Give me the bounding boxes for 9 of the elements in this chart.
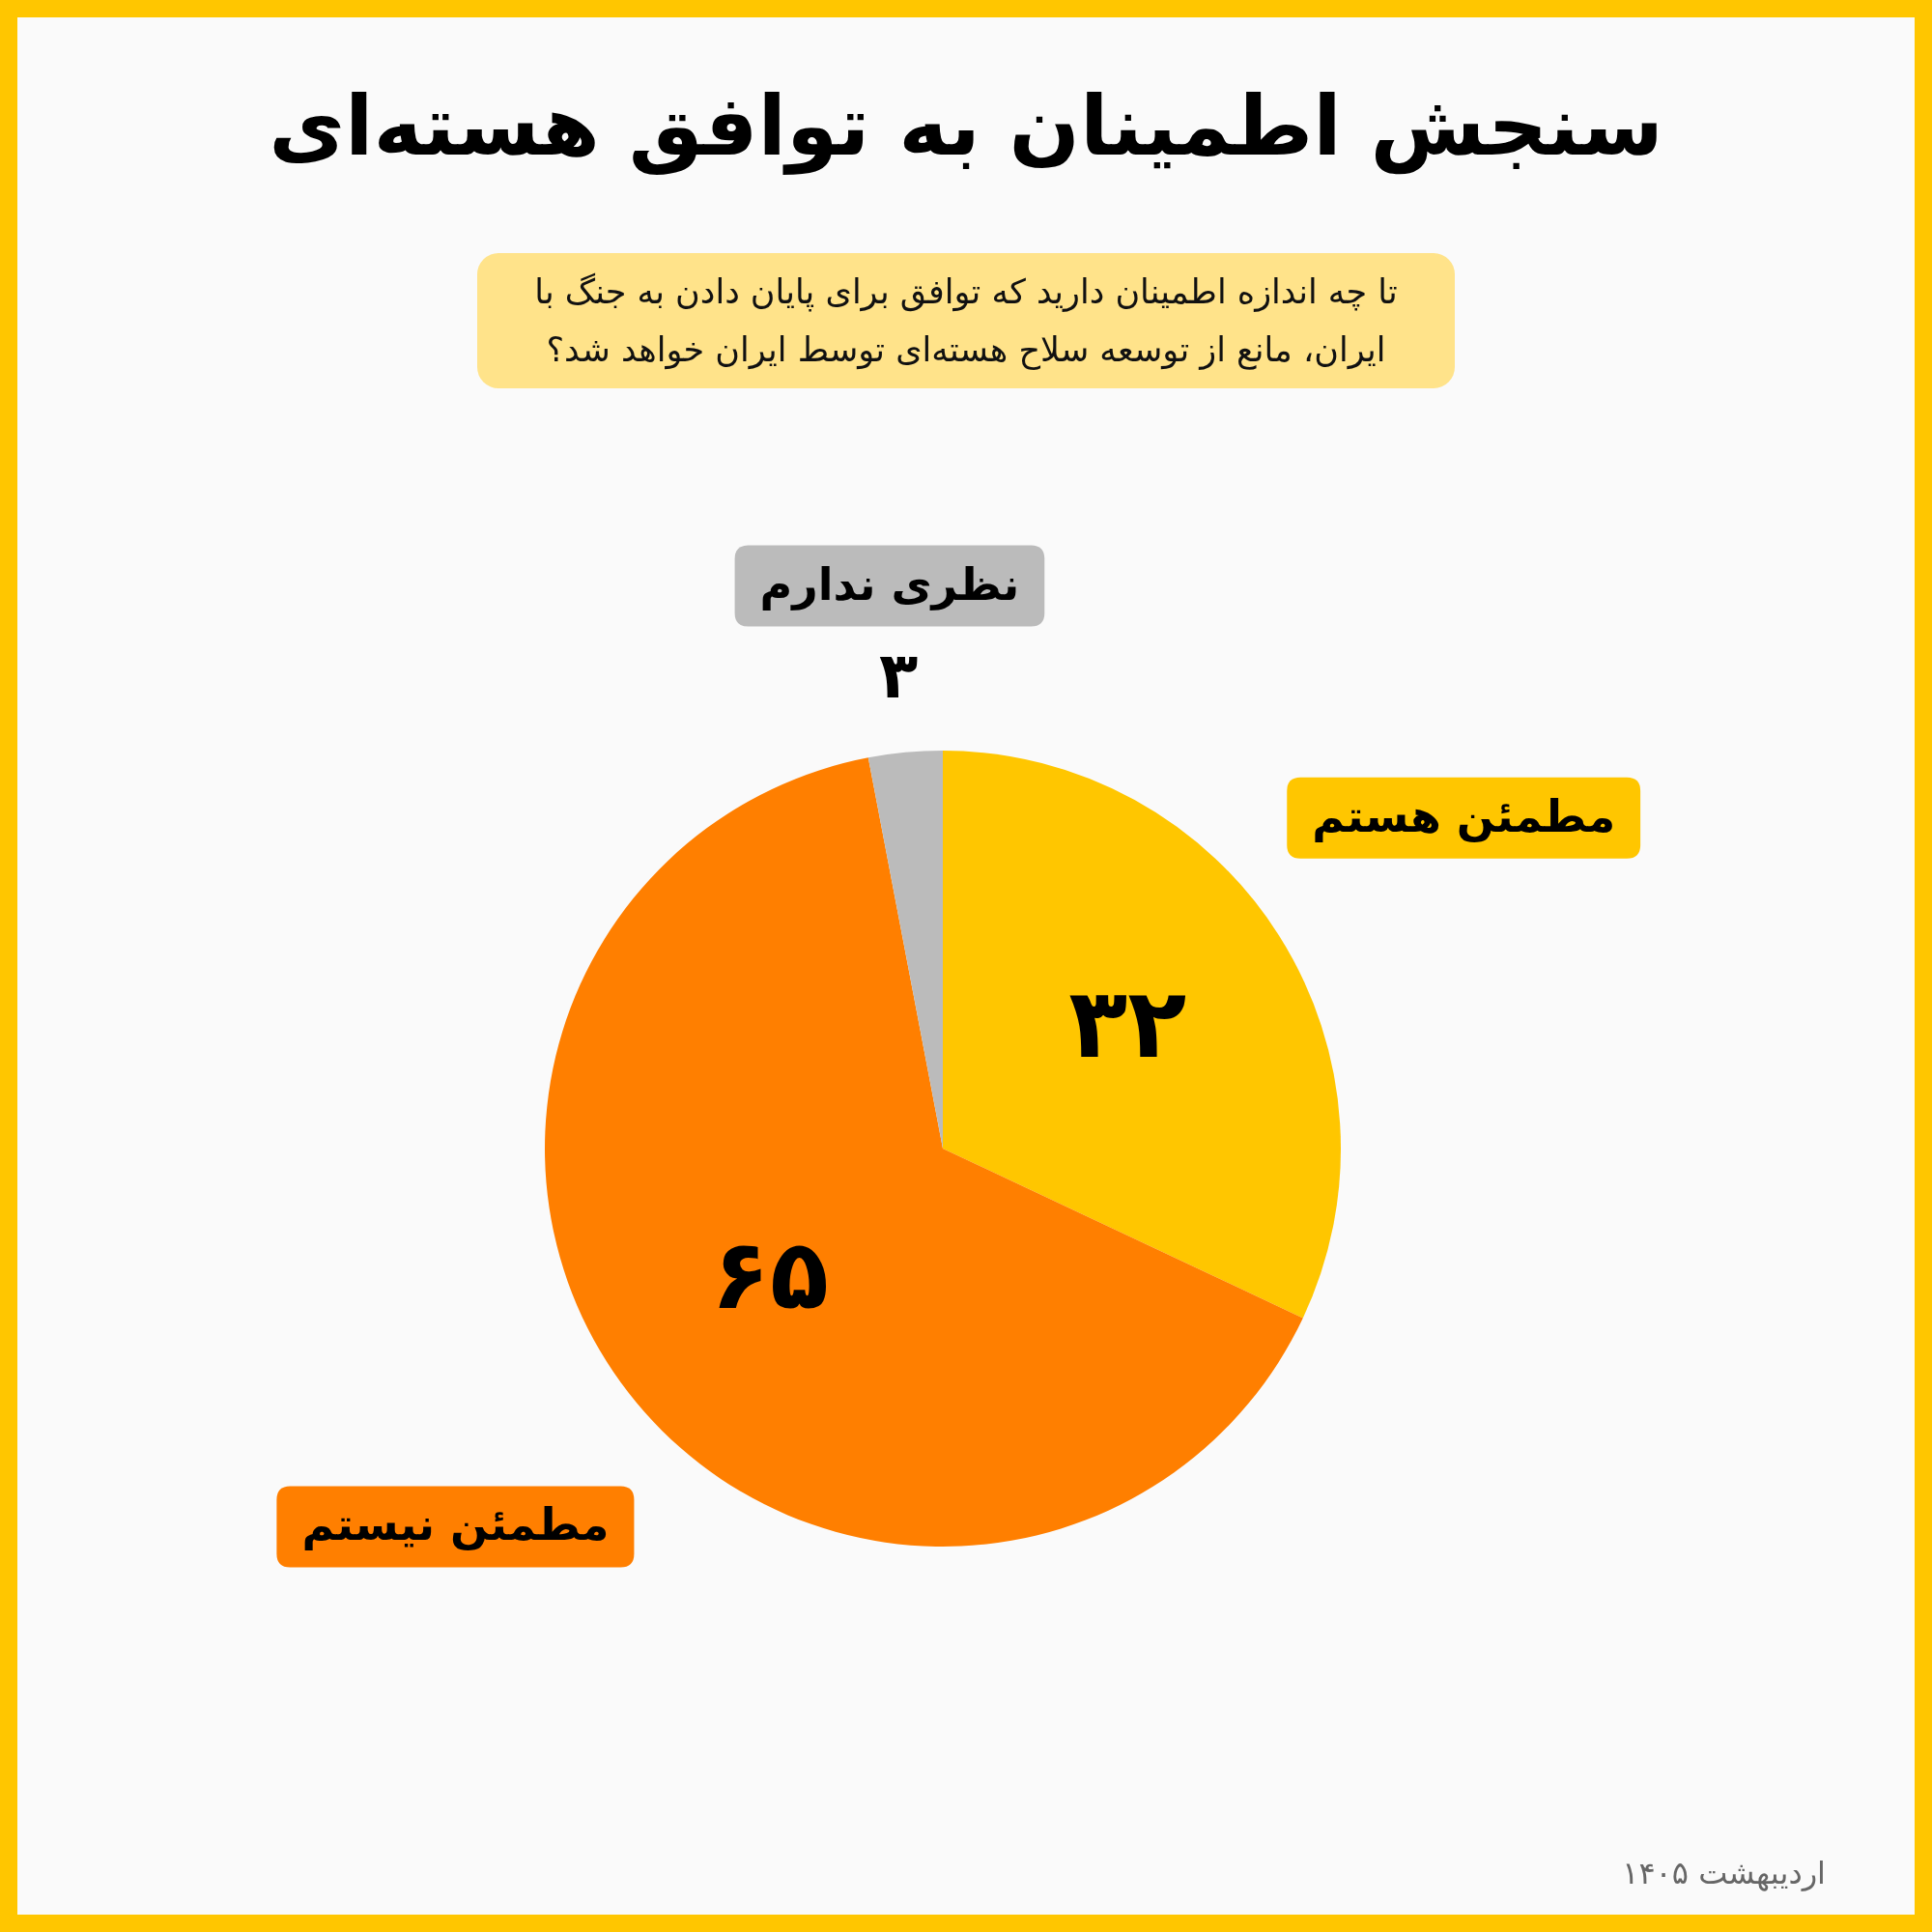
text: اردیبهشت ۱۴۰۵ bbox=[1622, 1855, 1826, 1891]
chart-title: سنجش اطمینان به توافق هسته‌ای bbox=[268, 77, 1664, 174]
slice-label: نظری ندارم bbox=[759, 557, 1020, 611]
data-label: ۶۵ bbox=[710, 1217, 829, 1331]
data-label: ۳ bbox=[879, 639, 919, 714]
chart-subtitle: تا چه اندازه اطمینان دارید که توافق برای پایان دادن به جنگ با ایران، مانع از توسعه سلاح هسته‌ای توسط ایران خواهد شد؟ bbox=[477, 253, 1455, 388]
data-label: ۳۲ bbox=[1068, 966, 1187, 1080]
slice-label: مطمئن هستم bbox=[1312, 789, 1616, 842]
slice-label: مطمئن نیستم bbox=[301, 1498, 610, 1551]
